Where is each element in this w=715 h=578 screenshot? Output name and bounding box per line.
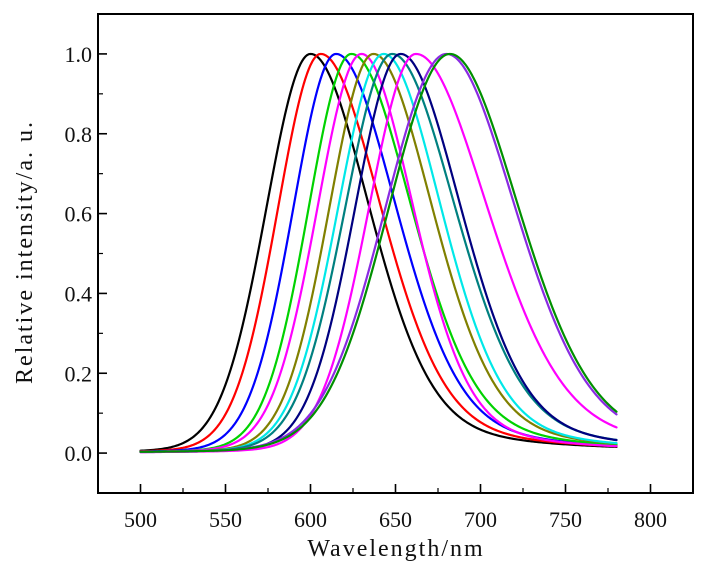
y-tick-label: 0.8 bbox=[65, 122, 93, 147]
spectrum-curve-dark-cyan bbox=[139, 52, 618, 454]
y-tick-label: 1.0 bbox=[65, 42, 93, 67]
spectrum-curve-dark-green bbox=[139, 52, 618, 453]
spectrum-curve-magenta-2 bbox=[139, 52, 618, 454]
spectrum-curve-violet bbox=[139, 52, 618, 453]
spectrum-curve-cyan bbox=[139, 52, 618, 454]
spectrum-curve-green bbox=[139, 52, 618, 453]
x-tick-label: 650 bbox=[379, 507, 412, 532]
y-axis-tick-labels: 0.0 0.2 0.4 0.6 0.8 1.0 bbox=[65, 42, 93, 466]
spectrum-curve-blue bbox=[139, 52, 618, 453]
y-tick-label: 0.6 bbox=[65, 202, 93, 227]
x-axis-ticks bbox=[139, 484, 652, 493]
spectrum-curve-dark-yellow bbox=[139, 52, 618, 454]
y-tick-label: 0.0 bbox=[65, 441, 93, 466]
y-axis-ticks bbox=[98, 53, 107, 454]
x-tick-label: 750 bbox=[549, 507, 582, 532]
y-tick-label: 0.4 bbox=[65, 281, 93, 306]
x-tick-label: 800 bbox=[634, 507, 667, 532]
spectra-group bbox=[139, 52, 618, 454]
x-axis-title: Wavelength/nm bbox=[307, 536, 484, 562]
y-tick-label: 0.2 bbox=[65, 361, 93, 386]
spectrum-curve-black bbox=[139, 52, 618, 452]
x-tick-label: 700 bbox=[464, 507, 497, 532]
x-tick-label: 600 bbox=[294, 507, 327, 532]
x-tick-label: 550 bbox=[209, 507, 242, 532]
spectrum-curve-magenta bbox=[139, 52, 618, 453]
x-axis-tick-labels: 500 550 600 650 700 750 800 bbox=[124, 507, 667, 532]
spectrum-curve-navy bbox=[139, 52, 618, 454]
spectrum-curve-red bbox=[139, 52, 618, 453]
x-tick-label: 500 bbox=[124, 507, 157, 532]
y-axis-title: Relative intensity/a. u. bbox=[12, 120, 38, 384]
